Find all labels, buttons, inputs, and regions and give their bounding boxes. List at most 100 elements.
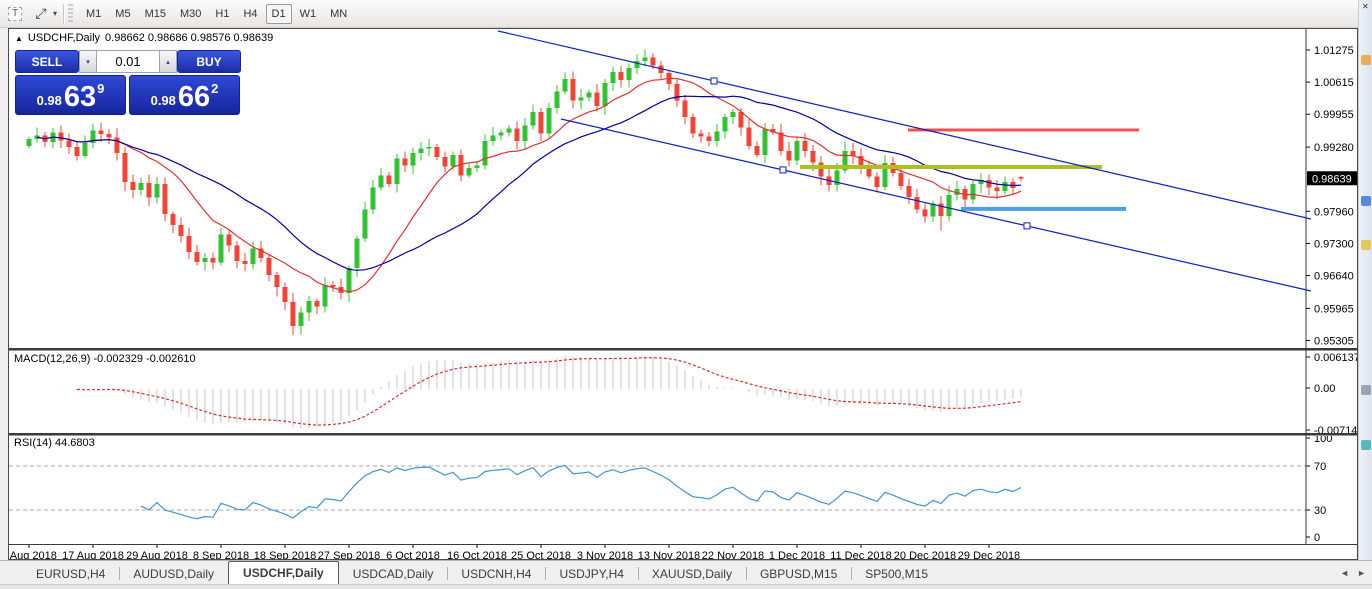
price-axis-label: 0.95965 (1314, 303, 1354, 315)
macd-pane (60, 356, 1022, 429)
sell-price-point: 9 (97, 81, 105, 96)
price-axis-label: 0.97300 (1314, 238, 1354, 250)
date-axis-label: 29 Aug 2018 (126, 550, 188, 559)
sell-button[interactable]: SELL (15, 50, 79, 73)
price-chart-canvas[interactable]: 1.01275 1.00615 0.99955 0.99280 0.97960 0.973… (9, 29, 1357, 559)
date-axis-label: 1 Dec 2018 (769, 550, 825, 559)
volume-input[interactable] (97, 50, 159, 73)
symbols-icon[interactable] (1361, 196, 1371, 206)
ohlc-readout: 0.98662 0.98686 0.98576 0.98639 (105, 32, 274, 44)
timeframe-button-m30[interactable]: M30 (179, 7, 202, 20)
date-axis-label: 6 Oct 2018 (386, 550, 440, 559)
trendline-handle[interactable] (779, 166, 787, 174)
sell-price-display[interactable]: 0.98 63 9 (15, 75, 126, 115)
date-axis-label: 11 Dec 2018 (830, 550, 892, 559)
tile-windows-icon[interactable]: ⤢ (35, 5, 47, 21)
date-axis-label: 8 Sep 2018 (193, 550, 249, 559)
price-axis-label: 0.96640 (1314, 271, 1354, 283)
price-axis: 1.01275 1.00615 0.99955 0.99280 0.97960 0.973… (1306, 45, 1357, 544)
price-axis-label: 0.99280 (1314, 142, 1354, 154)
current-price-tag (1307, 171, 1357, 186)
price-axis-label: 1.00615 (1314, 77, 1354, 89)
tab-scroll-right-icon[interactable]: ► (1357, 567, 1366, 578)
symbol-name: USDCHF,Daily (27, 32, 101, 44)
chart-tab-usdchf-daily[interactable]: USDCHF,Daily (228, 561, 339, 584)
current-price-text: 0.98639 (1312, 173, 1352, 185)
one-click-trade-panel: SELL ▾ ▴ BUY 0.98 63 9 0.98 66 2 (15, 50, 241, 115)
toolbar-dropdown-caret[interactable]: ▾ (53, 9, 58, 18)
price-axis-label: 0.95305 (1314, 336, 1354, 348)
timeframe-button-m1[interactable]: M1 (86, 7, 102, 20)
timeframe-toolbar: T ⤢ ▾ M1 M5 M15 M30 H1 H4 D1 W1 MN (0, 0, 1372, 28)
web-icon[interactable] (1361, 440, 1371, 450)
chart-tab-usdcnh-h4[interactable]: USDCNH,H4 (447, 563, 545, 584)
volume-down-button[interactable]: ▾ (79, 50, 97, 73)
chart-tab-usdjpy-h4[interactable]: USDJPY,H4 (545, 563, 637, 584)
price-axis-label: 1.01275 (1314, 45, 1354, 57)
date-axis-label: 18 Sep 2018 (254, 550, 316, 559)
chart-tab-xauusd-daily[interactable]: XAUUSD,Daily (637, 563, 746, 584)
chart-tab-sp500-m15[interactable]: SP500,M15 (851, 563, 942, 584)
main-price-pane (26, 30, 1312, 335)
sell-price-prefix: 0.98 (36, 93, 62, 108)
symbol-header: ▲ USDCHF,Daily 0.98662 0.98686 0.98576 0… (15, 32, 273, 44)
buy-price-display[interactable]: 0.98 66 2 (129, 75, 240, 115)
date-axis-label: 16 Oct 2018 (447, 550, 507, 559)
price-axis-label: 0.97960 (1314, 206, 1354, 218)
chart-window: 1.01275 1.00615 0.99955 0.99280 0.97960 0.973… (8, 28, 1358, 560)
rsi-axis-label: 0 (1314, 532, 1320, 544)
timeframe-button-m15[interactable]: M15 (144, 7, 166, 20)
buy-button[interactable]: BUY (177, 50, 241, 73)
chart-tab-usdcad-daily[interactable]: USDCAD,Daily (352, 566, 434, 581)
sell-price-pips: 63 (63, 81, 97, 113)
buy-price-prefix: 0.98 (150, 93, 176, 108)
timeframe-button-d1[interactable]: D1 (265, 3, 292, 24)
date-axis-label: 17 Aug 2018 (62, 550, 124, 559)
chart-tab-gbpusd-m15[interactable]: GBPUSD,M15 (745, 563, 851, 584)
timeframe-button-h4[interactable]: H4 (243, 7, 258, 20)
date-axis-label: 13 Nov 2018 (638, 550, 700, 559)
ma-fast-line (36, 77, 1022, 293)
date-axis-label: 7 Aug 2018 (9, 550, 57, 559)
date-axis-label: 27 Sep 2018 (318, 550, 380, 559)
chart-tab-audusd-daily[interactable]: AUDUSD,Daily (119, 563, 228, 584)
chart-tab-eurusd-h4[interactable]: EURUSD,H4 (36, 566, 106, 581)
buy-price-pips: 66 (177, 81, 211, 113)
close-icon[interactable]: ✕ (1362, 2, 1369, 11)
rsi-line (140, 464, 1022, 520)
indicator-icon[interactable] (1361, 55, 1371, 65)
rsi-axis-label: 70 (1314, 461, 1326, 473)
macd-indicator-label: MACD(12,26,9) -0.002329 -0.002610 (14, 353, 196, 365)
ma-slow-line (36, 95, 1022, 271)
price-axis-label: 0.99955 (1314, 109, 1354, 121)
trendline-handle[interactable] (710, 77, 718, 85)
date-axis-label: 3 Nov 2018 (577, 550, 633, 559)
collapse-arrow-icon[interactable]: ▲ (15, 33, 23, 43)
date-axis-label: 20 Dec 2018 (894, 550, 956, 559)
docked-toolbar-strip: ✕ (1358, 0, 1372, 560)
macd-axis-label: 0.006137 (1314, 352, 1357, 364)
timeframe-button-m5[interactable]: M5 (115, 7, 131, 20)
macd-signal-line (76, 357, 1022, 426)
date-axis-label: 22 Nov 2018 (702, 550, 764, 559)
date-axis-label: 25 Oct 2018 (511, 550, 571, 559)
trendline-channel-lower[interactable] (560, 118, 1312, 292)
timeframe-button-mn[interactable]: MN (330, 7, 348, 20)
folder-icon[interactable] (1361, 240, 1371, 250)
trendline-channel-upper[interactable] (497, 30, 1312, 220)
timeframe-buttons: M1 M5 M15 M30 H1 H4 D1 W1 MN (79, 3, 354, 24)
rsi-pane (9, 464, 1306, 520)
rsi-indicator-label: RSI(14) 44.6803 (14, 437, 95, 449)
toolbar-grip[interactable] (68, 3, 74, 24)
timeframe-button-w1[interactable]: W1 (299, 7, 317, 20)
volume-up-button[interactable]: ▴ (159, 50, 177, 73)
tab-scroll-left-icon[interactable]: ◄ (1340, 567, 1350, 578)
timeframe-button-h1[interactable]: H1 (215, 7, 230, 20)
date-axis-label: 29 Dec 2018 (958, 550, 1020, 559)
journal-icon[interactable] (1361, 385, 1371, 395)
status-strip (0, 584, 1372, 589)
trendline-handle[interactable] (1023, 222, 1031, 230)
chart-template-icon[interactable]: T (4, 4, 26, 24)
